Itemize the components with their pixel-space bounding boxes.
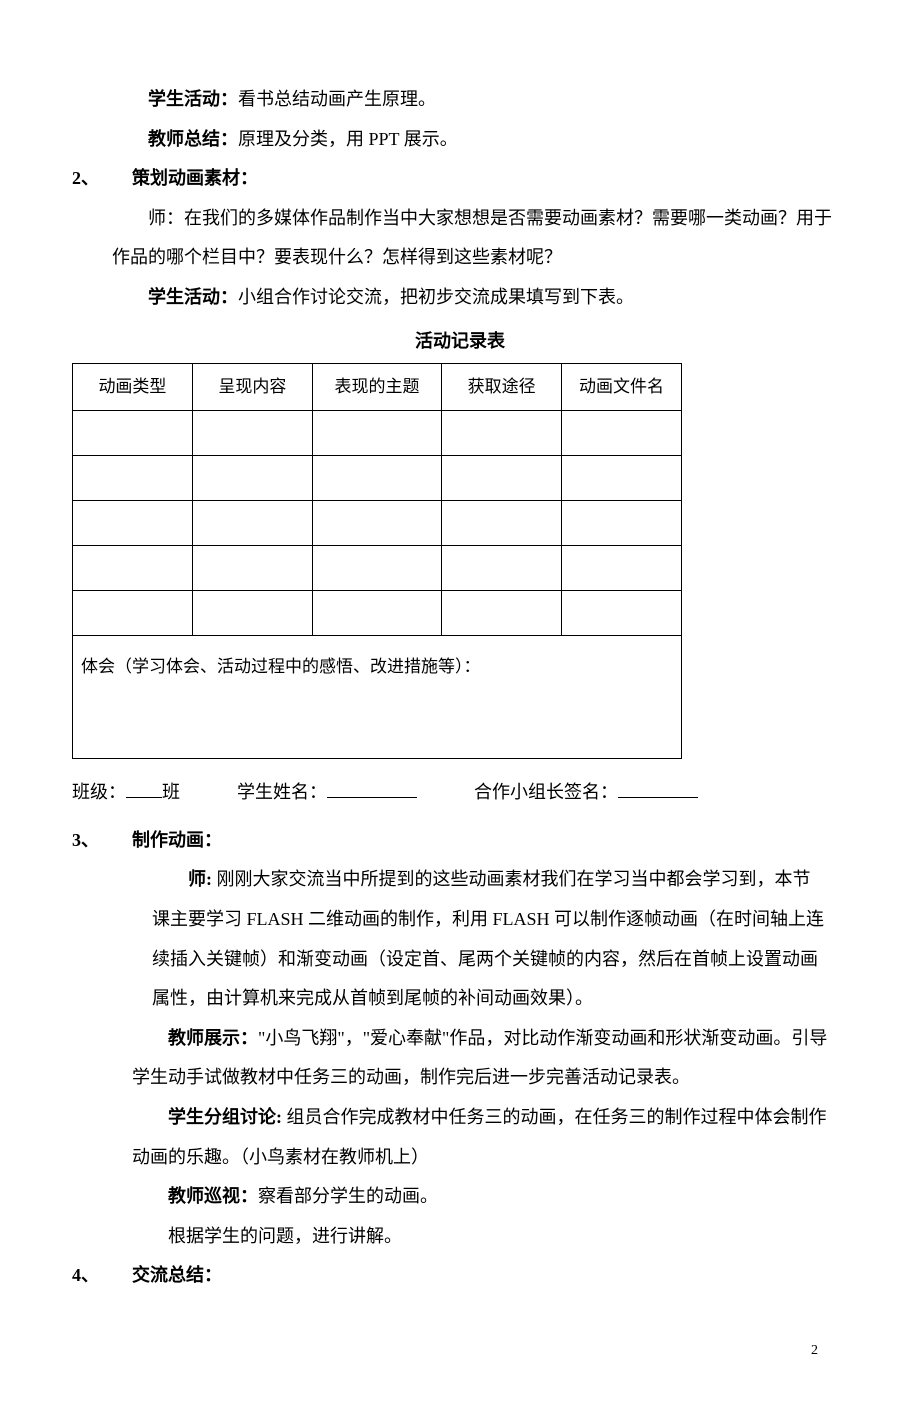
text-student-activity-1: 看书总结动画产生原理。	[238, 89, 436, 109]
label-teacher-patrol: 教师巡视：	[168, 1186, 258, 1206]
th-0: 动画类型	[73, 364, 193, 411]
heading-3-num: 3、	[72, 821, 132, 861]
document-page: 学生活动：看书总结动画产生原理。 教师总结：原理及分类，用 PPT 展示。 2、…	[0, 0, 920, 1407]
para-explain: 根据学生的问题，进行讲解。	[72, 1217, 848, 1257]
table-row	[73, 546, 682, 591]
blank-name	[327, 779, 417, 798]
th-1: 呈现内容	[192, 364, 312, 411]
signature-line: 班级： 班 学生姓名： 合作小组长签名：	[72, 773, 848, 813]
sign-name-label: 学生姓名：	[237, 782, 327, 802]
merged-cell: 体会（学习体会、活动过程中的感悟、改进措施等）：	[73, 636, 682, 759]
sign-leader-label: 合作小组长签名：	[474, 782, 618, 802]
th-4: 动画文件名	[562, 364, 682, 411]
label-teacher-summary: 教师总结：	[148, 129, 238, 149]
para-student-activity-2: 学生活动：小组合作讨论交流，把初步交流成果填写到下表。	[72, 278, 848, 318]
activity-record-table: 动画类型 呈现内容 表现的主题 获取途径 动画文件名 体会（学习体会、活动过程中…	[72, 363, 682, 759]
label-student-activity: 学生活动：	[148, 89, 238, 109]
th-3: 获取途径	[442, 364, 562, 411]
para-teacher-question: 师：在我们的多媒体作品制作当中大家想想是否需要动画素材？需要哪一类动画？用于作品…	[72, 199, 848, 278]
text-student-activity-2: 小组合作讨论交流，把初步交流成果填写到下表。	[238, 287, 634, 307]
th-2: 表现的主题	[312, 364, 441, 411]
heading-2-num: 2、	[72, 159, 132, 199]
blank-leader	[618, 779, 698, 798]
label-teacher-show: 教师展示：	[168, 1028, 258, 1048]
label-shi: 师:	[188, 869, 212, 889]
para-teacher-patrol: 教师巡视：察看部分学生的动画。	[72, 1177, 848, 1217]
table-row	[73, 456, 682, 501]
sign-class-label: 班级：	[72, 782, 126, 802]
table-header-row: 动画类型 呈现内容 表现的主题 获取途径 动画文件名	[73, 364, 682, 411]
table-row	[73, 411, 682, 456]
table-row	[73, 591, 682, 636]
heading-3-title: 制作动画：	[132, 821, 848, 861]
heading-4: 4、 交流总结：	[72, 1256, 848, 1296]
text-shi: 刚刚大家交流当中所提到的这些动画素材我们在学习当中都会学习到，本节课主要学习 F…	[152, 869, 824, 1008]
text-teacher-patrol: 察看部分学生的动画。	[258, 1186, 438, 1206]
para-student-activity-1: 学生活动：看书总结动画产生原理。	[72, 80, 848, 120]
para-teacher-show: 教师展示："小鸟飞翔"，"爱心奉献"作品，对比动作渐变动画和形状渐变动画。引导学…	[72, 1019, 848, 1098]
table-merged-row: 体会（学习体会、活动过程中的感悟、改进措施等）：	[73, 636, 682, 759]
table-wrap: 动画类型 呈现内容 表现的主题 获取途径 动画文件名 体会（学习体会、活动过程中…	[72, 363, 848, 759]
text-teacher-summary: 原理及分类，用 PPT 展示。	[238, 129, 458, 149]
heading-2-title: 策划动画素材：	[132, 159, 848, 199]
heading-4-title: 交流总结：	[132, 1256, 848, 1296]
page-number: 2	[72, 1296, 848, 1367]
para-teacher-summary: 教师总结：原理及分类，用 PPT 展示。	[72, 120, 848, 160]
table-title: 活动记录表	[72, 322, 848, 362]
para-teacher-make: 师: 刚刚大家交流当中所提到的这些动画素材我们在学习当中都会学习到，本节课主要学…	[72, 860, 848, 1018]
table-row	[73, 501, 682, 546]
para-student-group: 学生分组讨论: 组员合作完成教材中任务三的动画，在任务三的制作过程中体会制作动画…	[72, 1098, 848, 1177]
sign-class-suffix: 班	[162, 782, 180, 802]
heading-3: 3、 制作动画：	[72, 821, 848, 861]
blank-class	[126, 779, 162, 798]
heading-2: 2、 策划动画素材：	[72, 159, 848, 199]
label-student-group: 学生分组讨论:	[168, 1107, 282, 1127]
heading-4-num: 4、	[72, 1256, 132, 1296]
label-student-activity-2: 学生活动：	[148, 287, 238, 307]
